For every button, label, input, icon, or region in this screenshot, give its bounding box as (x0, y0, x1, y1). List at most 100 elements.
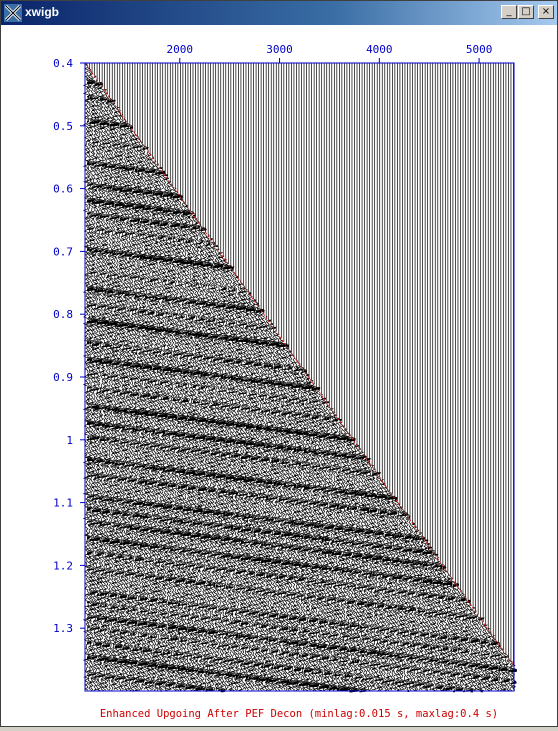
wiggle-trace-fill (319, 423, 323, 689)
first-break-marker (84, 62, 515, 667)
wiggle-trace (314, 63, 324, 691)
wiggle-trace (319, 63, 329, 691)
x-axis: 2000 3000 4000 5000 (167, 43, 493, 63)
wiggle-trace (289, 63, 299, 692)
close-button[interactable]: × (538, 5, 554, 19)
wiggle-trace (92, 63, 102, 691)
wiggle-trace (244, 63, 253, 692)
wiggle-trace (276, 63, 286, 691)
wiggle-trace-fill (389, 496, 394, 690)
wiggle-trace (110, 63, 119, 691)
wiggle-trace-fill (374, 472, 378, 682)
wiggle-trace-fill (223, 266, 227, 692)
wiggle-trace-fill (382, 483, 386, 683)
wiggle-trace-fill (89, 81, 93, 684)
wiggle-trace-fill (127, 125, 131, 681)
maximize-button[interactable]: □ (518, 5, 534, 19)
wiggle-trace (332, 63, 341, 691)
wiggle-trace-fill (245, 307, 250, 680)
wiggle-trace-fill (324, 398, 328, 689)
wiggle-trace-fill (455, 583, 459, 691)
x-logo-icon (4, 4, 22, 22)
wiggle-trace-fill (432, 553, 436, 673)
x-tick-label: 2000 (167, 43, 194, 56)
wiggle-trace-fill (175, 195, 179, 687)
wiggle-trace (420, 63, 430, 691)
wiggle-trace (125, 63, 135, 691)
wiggle-trace-fill (180, 195, 184, 688)
wiggle-trace-fill (316, 387, 320, 687)
wiggle-trace (112, 63, 122, 691)
wiggle-trace-fill (137, 146, 141, 682)
wiggle-trace (261, 63, 271, 692)
wiggle-trace-fill (134, 138, 139, 692)
wiggle-trace-fill (314, 387, 318, 687)
wiggle-trace-fill (336, 418, 341, 692)
wiggle-trace-fill (87, 81, 91, 676)
y-tick-label: 0.9 (53, 371, 73, 384)
wiggle-trace-fill (92, 80, 96, 676)
wiggle-trace (489, 63, 498, 691)
wiggle-trace (403, 63, 412, 691)
wiggle-trace (395, 63, 404, 691)
wiggle-trace-fill (235, 276, 240, 684)
wiggle-trace-fill (468, 600, 472, 692)
wiggle-trace (352, 63, 361, 691)
wiggle-trace (95, 63, 104, 692)
wiggle-trace-fill (195, 222, 199, 691)
wiggle-trace (350, 63, 359, 691)
wiggle-trace-fill (510, 669, 514, 685)
wiggle-trace (413, 63, 422, 691)
wiggle-trace (117, 63, 127, 691)
wiggle-trace-fill (177, 195, 182, 688)
wiggle-trace-fill (422, 537, 426, 688)
x-tick-label: 3000 (266, 43, 293, 56)
wiggle-trace (122, 63, 132, 692)
wiggle-trace-fill (117, 122, 121, 680)
wiggle-trace (107, 63, 117, 691)
wiggle-trace-fill (238, 284, 242, 679)
wiggle-trace (491, 63, 500, 691)
wiggle-trace (494, 63, 501, 692)
wiggle-trace-fill (114, 111, 118, 680)
wiggle-trace (269, 63, 278, 691)
wiggle-trace-fill (372, 473, 376, 687)
wiggle-trace-fill (379, 495, 383, 689)
wiggle-trace (282, 63, 291, 691)
wiggle-trace-fill (296, 368, 300, 685)
wiggle-trace-fill (97, 82, 101, 678)
wiggle-trace (466, 63, 475, 691)
wiggle-trace (360, 63, 369, 691)
wiggle-trace (451, 63, 460, 691)
wiggle-trace (324, 63, 334, 691)
wiggle-trace (456, 63, 465, 690)
wiggle-trace (385, 63, 394, 691)
wiggle-traces (82, 63, 518, 693)
wiggle-trace (181, 63, 190, 691)
wiggle-trace (213, 63, 223, 691)
wiggle-trace (175, 63, 185, 691)
wiggle-trace-fill (435, 554, 439, 689)
wiggle-trace (441, 63, 450, 691)
y-tick-label: 1.3 (53, 622, 73, 635)
wiggle-trace (87, 63, 97, 691)
wiggle-trace-fill (273, 327, 277, 683)
wiggle-trace (418, 63, 427, 691)
wiggle-trace-fill (192, 215, 197, 689)
wiggle-trace-fill (417, 537, 421, 686)
wiggle-trace (408, 63, 417, 691)
x-tick-label: 5000 (466, 43, 493, 56)
wiggle-trace (186, 63, 195, 690)
wiggle-trace (502, 63, 510, 691)
minimize-button[interactable]: _ (501, 5, 517, 19)
wiggle-trace (236, 63, 245, 691)
title-bar[interactable]: xwigb _ □ × (1, 1, 557, 25)
wiggle-trace-fill (508, 670, 511, 681)
wiggle-trace-fill (152, 169, 156, 684)
wiggle-trace (508, 63, 515, 691)
wiggle-trace (405, 63, 415, 691)
wiggle-trace-fill (190, 212, 194, 689)
wiggle-trace-fill (357, 445, 361, 692)
wiggle-trace (430, 63, 440, 691)
y-axis: 0.4 0.5 0.6 0.7 0.8 0.9 1 1.1 1.2 1.3 (53, 57, 85, 635)
